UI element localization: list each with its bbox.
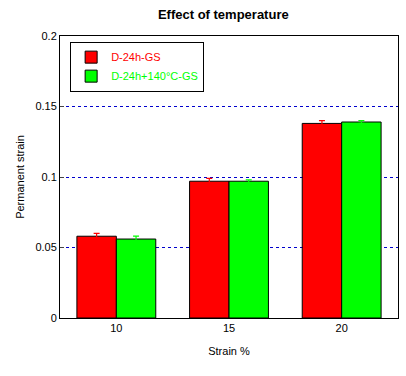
svg-text:D-24h-GS: D-24h-GS — [111, 51, 161, 63]
svg-text:Permanent strain: Permanent strain — [14, 135, 26, 219]
svg-text:0.15: 0.15 — [35, 100, 56, 112]
svg-text:0.05: 0.05 — [35, 241, 56, 253]
svg-text:0.2: 0.2 — [42, 30, 57, 42]
svg-text:0.1: 0.1 — [42, 171, 57, 183]
svg-text:Effect of temperature: Effect of temperature — [158, 7, 289, 22]
svg-text:Strain %: Strain % — [208, 345, 250, 357]
svg-text:15: 15 — [223, 322, 235, 334]
svg-text:10: 10 — [110, 322, 122, 334]
svg-text:D-24h+140°C-GS: D-24h+140°C-GS — [111, 70, 198, 82]
svg-text:0: 0 — [51, 312, 57, 324]
svg-text:20: 20 — [336, 322, 348, 334]
